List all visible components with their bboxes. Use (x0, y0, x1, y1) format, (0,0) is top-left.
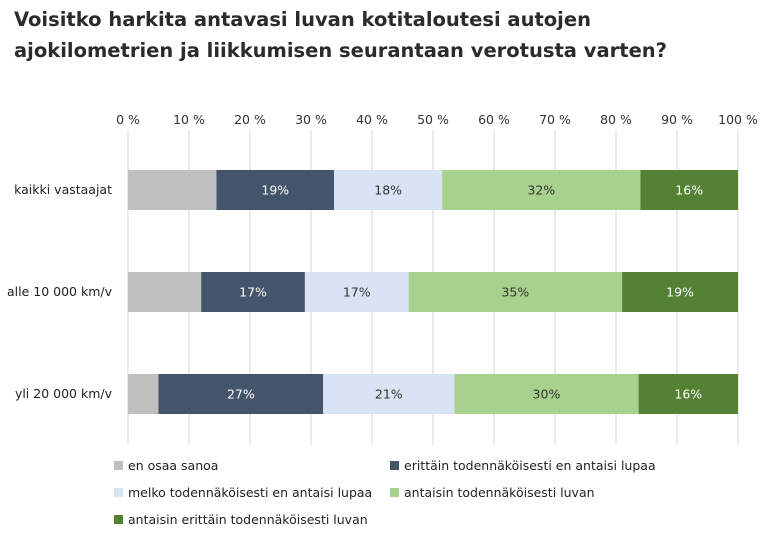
data-label: 17% (343, 285, 371, 300)
legend-item-antaisin: antaisin todennäköisesti luvan (390, 485, 595, 500)
legend-item-melko-en: melko todennäköisesti en antaisi lupaa (114, 485, 372, 500)
legend-item-antaisin-erittain: antaisin erittäin todennäköisesti luvan (114, 512, 368, 527)
bar-segment (454, 374, 639, 414)
x-tick-label: 10 % (173, 112, 205, 127)
category-label: kaikki vastaajat (14, 182, 112, 197)
legend-label: erittäin todennäköisesti en antaisi lupa… (404, 458, 656, 473)
bar-segment (128, 272, 202, 312)
chart-title: Voisitko harkita antavasi luvan kotitalo… (14, 8, 667, 62)
data-label: 32% (527, 183, 555, 198)
legend-swatch (114, 488, 123, 497)
x-tick-label: 90 % (661, 112, 693, 127)
bar-segment (128, 170, 217, 210)
bar-segment (408, 272, 623, 312)
bar-segment (638, 374, 738, 414)
data-label: 16% (674, 387, 702, 402)
category-label: alle 10 000 km/v (7, 284, 113, 299)
x-tick-label: 20 % (234, 112, 266, 127)
legend-swatch (114, 461, 123, 470)
bar-segment (334, 170, 443, 210)
data-label: 17% (239, 285, 267, 300)
x-tick-label: 30 % (295, 112, 327, 127)
x-tick-label: 40 % (356, 112, 388, 127)
data-label: 35% (501, 285, 529, 300)
bar-segment (442, 170, 641, 210)
bar-segment (640, 170, 738, 210)
bar-segment (323, 374, 455, 414)
bar-segment (128, 374, 159, 414)
data-label: 21% (375, 387, 403, 402)
legend-label: melko todennäköisesti en antaisi lupaa (128, 485, 373, 500)
bar-segment (304, 272, 409, 312)
data-label: 19% (666, 285, 694, 300)
x-tick-label: 0 % (116, 112, 140, 127)
legend-swatch (390, 461, 399, 470)
data-label: 18% (374, 183, 402, 198)
data-label: 19% (261, 183, 289, 198)
data-label: 16% (675, 183, 703, 198)
bar-segment (158, 374, 324, 414)
bar-segment (216, 170, 335, 210)
legend-item-en-osaa-sanoa: en osaa sanoa (114, 458, 218, 473)
legend-item-erittain-en: erittäin todennäköisesti en antaisi lupa… (390, 458, 656, 473)
data-label: 30% (533, 387, 561, 402)
legend-swatch (390, 488, 399, 497)
bar-segment (622, 272, 738, 312)
legend-label: antaisin erittäin todennäköisesti luvan (128, 512, 368, 527)
x-tick-label: 60 % (478, 112, 510, 127)
legend-swatch (114, 515, 123, 524)
x-tick-label: 80 % (600, 112, 632, 127)
x-tick-label: 70 % (539, 112, 571, 127)
data-label: 27% (227, 387, 255, 402)
x-tick-label: 50 % (417, 112, 449, 127)
bar-segment (201, 272, 305, 312)
legend-label: antaisin todennäköisesti luvan (404, 485, 595, 500)
x-tick-label: 100 % (718, 112, 758, 127)
category-label: yli 20 000 km/v (15, 386, 113, 401)
legend-label: en osaa sanoa (128, 458, 219, 473)
